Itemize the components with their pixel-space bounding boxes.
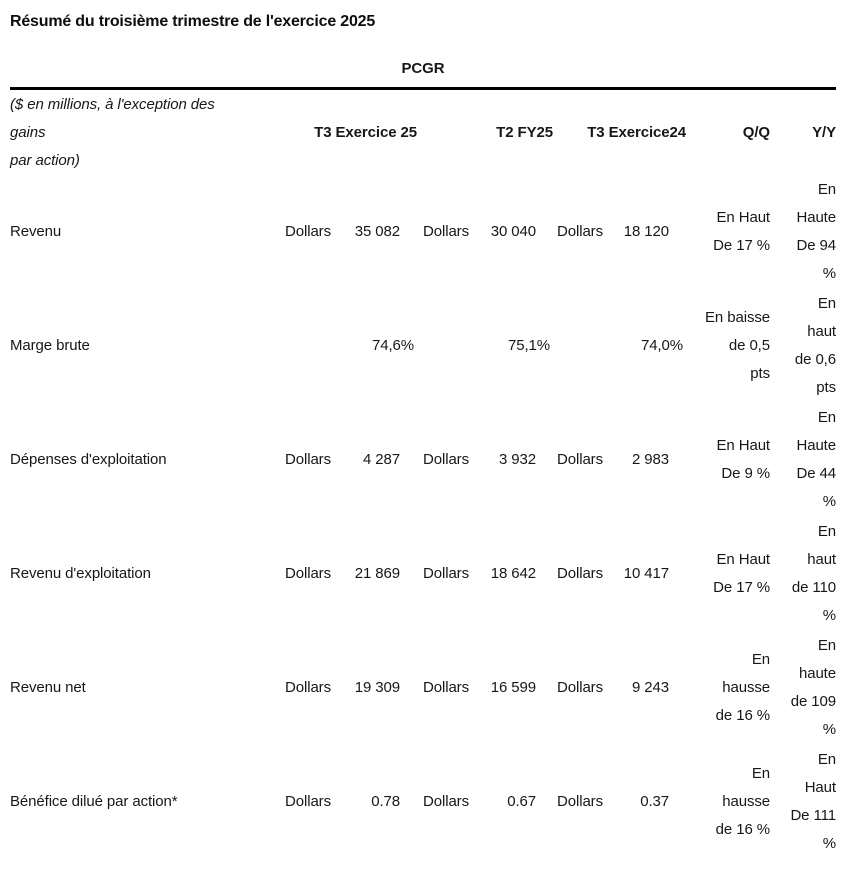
- currency-prefix: Dollars: [285, 679, 331, 696]
- cell-t3fy25: Dollars 19 309: [285, 674, 417, 702]
- col-header-t3fy24: T3 Exercice24: [587, 123, 686, 141]
- currency-prefix: Dollars: [557, 679, 603, 696]
- currency-prefix: Dollars: [557, 793, 603, 810]
- cell-t3fy25: Dollars 21 869: [285, 560, 417, 588]
- row-label: Marge brute: [10, 337, 90, 354]
- row-label: Bénéfice dilué par action*: [10, 793, 178, 810]
- amount-value: 30 040: [490, 223, 536, 240]
- cell-t2fy25: Dollars 16 599: [417, 674, 553, 702]
- currency-prefix: Dollars: [423, 451, 469, 468]
- amount-value: 3 932: [498, 451, 536, 468]
- col-header-units: ($ en millions, à l'exception des gains …: [10, 95, 215, 169]
- currency-prefix: Dollars: [423, 793, 469, 810]
- cell-t2fy25: Dollars 0.67: [417, 788, 553, 816]
- currency-prefix: Dollars: [423, 565, 469, 582]
- currency-prefix: Dollars: [285, 565, 331, 582]
- cell-t2fy25: 75,1%: [507, 337, 550, 354]
- amount-value: 4 287: [362, 451, 400, 468]
- cell-t3fy25: 74,6%: [371, 337, 414, 354]
- amount-value: 0.67: [507, 793, 536, 810]
- amount-value: 35 082: [354, 223, 400, 240]
- table-row-diluted-eps: Bénéfice dilué par action* Dollars 0.78 …: [10, 745, 836, 859]
- currency-prefix: Dollars: [557, 223, 603, 240]
- currency-prefix: Dollars: [285, 793, 331, 810]
- cell-qq-change: En hausse de 16 %: [715, 765, 770, 838]
- amount-value: 0.78: [371, 793, 400, 810]
- row-label: Revenu d'exploitation: [10, 565, 151, 582]
- cell-yy-change: En Haute De 44 %: [796, 409, 836, 510]
- cell-qq-change: En Haut De 9 %: [716, 437, 771, 482]
- cell-t3fy24: Dollars 18 120: [553, 218, 686, 246]
- cell-t3fy25: Dollars 0.78: [285, 788, 417, 816]
- row-label: Revenu: [10, 223, 62, 240]
- cell-qq-change: En Haut De 17 %: [713, 551, 770, 596]
- amount-value: 10 417: [623, 565, 669, 582]
- cell-yy-change: En haut de 110 %: [791, 523, 836, 624]
- currency-prefix: Dollars: [285, 451, 331, 468]
- table-row-gross-margin: Marge brute 74,6% 75,1% 74,0% En baisse …: [10, 289, 836, 403]
- page-title: Résumé du troisième trimestre de l'exerc…: [10, 13, 376, 30]
- amount-value: 21 869: [354, 565, 400, 582]
- currency-prefix: Dollars: [423, 223, 469, 240]
- amount-value: 19 309: [354, 679, 400, 696]
- amount-value: 9 243: [631, 679, 669, 696]
- cell-t3fy24: 74,0%: [640, 337, 683, 354]
- col-header-yy: Y/Y: [812, 123, 836, 141]
- table-row-net-income: Revenu net Dollars 19 309 Dollars 16 599…: [10, 631, 836, 745]
- cell-qq-change: En hausse de 16 %: [715, 651, 770, 724]
- table-row-operating-expenses: Dépenses d'exploitation Dollars 4 287 Do…: [10, 403, 836, 517]
- gaap-section-header: PCGR: [10, 59, 836, 90]
- amount-value: 16 599: [490, 679, 536, 696]
- currency-prefix: Dollars: [557, 565, 603, 582]
- table-row-operating-income: Revenu d'exploitation Dollars 21 869 Dol…: [10, 517, 836, 631]
- row-label: Dépenses d'exploitation: [10, 451, 167, 468]
- cell-qq-change: En Haut De 17 %: [713, 209, 770, 254]
- amount-value: 0.37: [640, 793, 669, 810]
- currency-prefix: Dollars: [557, 451, 603, 468]
- cell-t2fy25: Dollars 3 932: [417, 446, 553, 474]
- cell-yy-change: En haute de 109 %: [790, 637, 836, 738]
- cell-yy-change: En haut de 0,6 pts: [794, 295, 836, 396]
- col-header-t2fy25: T2 FY25: [496, 123, 553, 141]
- cell-t3fy25: Dollars 35 082: [285, 218, 417, 246]
- col-header-qq: Q/Q: [742, 123, 770, 141]
- currency-prefix: Dollars: [423, 679, 469, 696]
- cell-yy-change: En Haut De 111 %: [790, 751, 836, 852]
- cell-qq-change: En baisse de 0,5 pts: [705, 309, 770, 382]
- cell-t2fy25: Dollars 18 642: [417, 560, 553, 588]
- amount-value: 18 120: [623, 223, 669, 240]
- cell-yy-change: En Haute De 94 %: [796, 181, 836, 282]
- cell-t3fy24: Dollars 2 983: [553, 446, 686, 474]
- amount-value: 2 983: [631, 451, 669, 468]
- amount-value: 18 642: [490, 565, 536, 582]
- cell-t2fy25: Dollars 30 040: [417, 218, 553, 246]
- cell-t3fy24: Dollars 0.37: [553, 788, 686, 816]
- table-row-revenue: Revenu Dollars 35 082 Dollars 30 040 Dol…: [10, 175, 836, 289]
- row-label: Revenu net: [10, 679, 86, 696]
- cell-t3fy24: Dollars 9 243: [553, 674, 686, 702]
- cell-t3fy25: Dollars 4 287: [285, 446, 417, 474]
- cell-t3fy24: Dollars 10 417: [553, 560, 686, 588]
- currency-prefix: Dollars: [285, 223, 331, 240]
- col-header-t3fy25: T3 Exercice 25: [314, 123, 417, 141]
- table-header-row: ($ en millions, à l'exception des gains …: [10, 90, 836, 175]
